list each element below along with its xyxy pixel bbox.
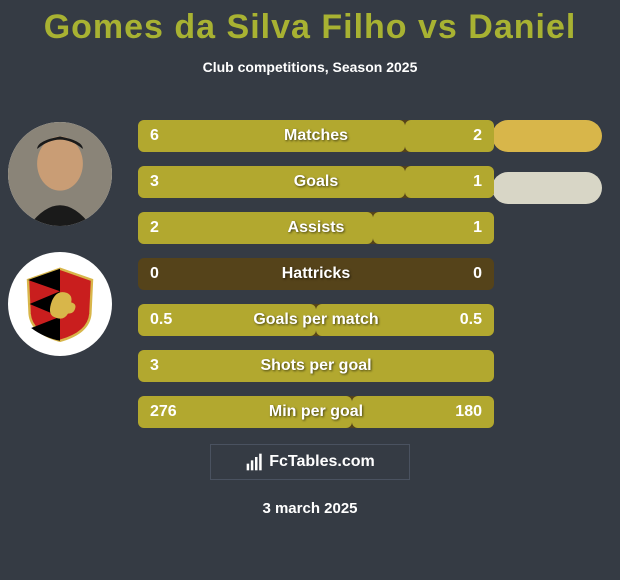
- brand-chart-icon: [245, 452, 265, 472]
- player1-avatar: [8, 122, 112, 226]
- stat-bar: 31Goals: [138, 166, 494, 198]
- player2-pill: [492, 172, 602, 204]
- brand-text: FcTables.com: [269, 453, 375, 471]
- stat-label: Goals per match: [138, 304, 494, 336]
- page-subtitle: Club competitions, Season 2025: [0, 59, 620, 75]
- stat-label: Hattricks: [138, 258, 494, 290]
- stat-label: Goals: [138, 166, 494, 198]
- brand-box[interactable]: FcTables.com: [210, 444, 410, 480]
- avatars-column: [8, 122, 112, 382]
- player1-club-badge: [8, 252, 112, 356]
- player1-pill: [492, 120, 602, 152]
- stat-bar: 62Matches: [138, 120, 494, 152]
- stat-label: Assists: [138, 212, 494, 244]
- stats-bars: 62Matches 31Goals 21Assists 00Hattricks 0.50…: [138, 120, 494, 442]
- stat-label: Shots per goal: [138, 350, 494, 382]
- stat-label: Min per goal: [138, 396, 494, 428]
- player1-photo-placeholder: [8, 122, 112, 226]
- footer-date: 3 march 2025: [0, 500, 620, 517]
- page-title: Gomes da Silva Filho vs Daniel: [0, 8, 620, 47]
- pills-column: [492, 120, 602, 224]
- stat-bar: 0.50.5Goals per match: [138, 304, 494, 336]
- stat-bar: 276180Min per goal: [138, 396, 494, 428]
- club-badge-icon: [20, 264, 100, 344]
- page-root: Gomes da Silva Filho vs Daniel Club comp…: [0, 0, 620, 580]
- stat-bar: 21Assists: [138, 212, 494, 244]
- stat-bar: 3Shots per goal: [138, 350, 494, 382]
- stat-label: Matches: [138, 120, 494, 152]
- stat-bar: 00Hattricks: [138, 258, 494, 290]
